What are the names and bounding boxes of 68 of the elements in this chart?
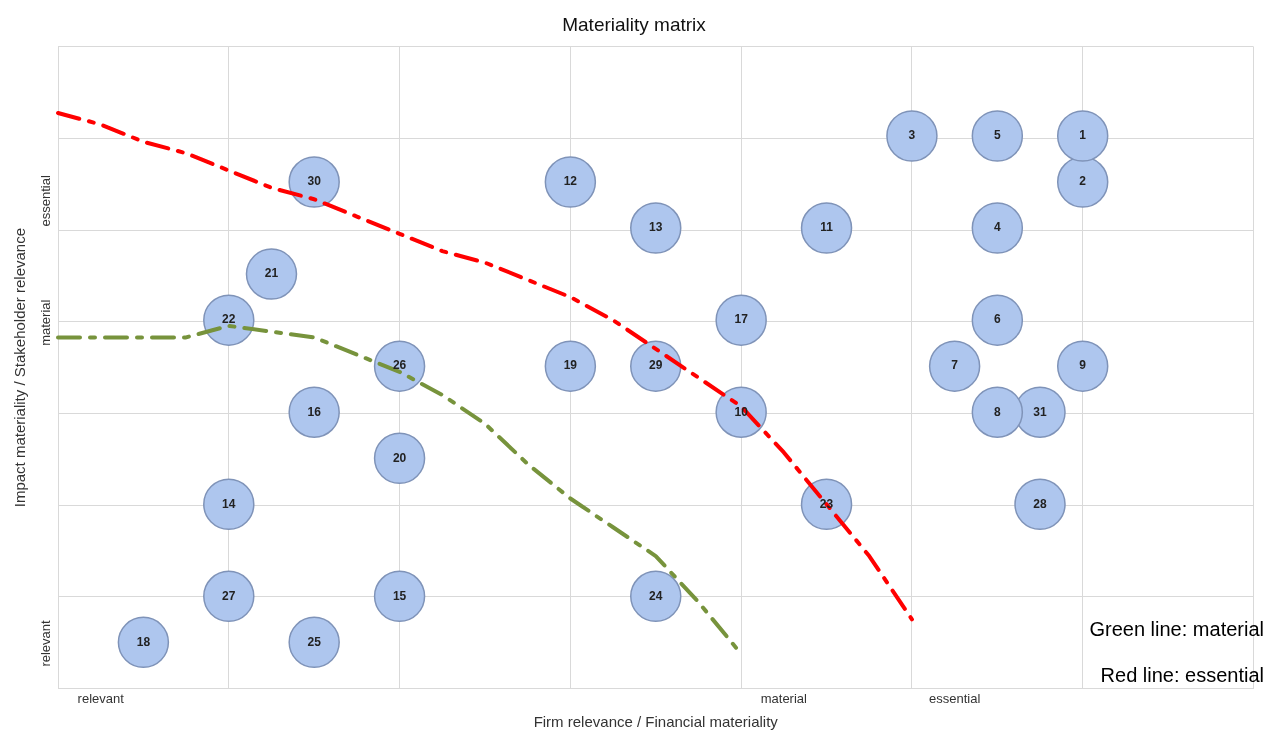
point: [203, 570, 255, 623]
series-label: 18: [136, 634, 151, 649]
series-label: 1: [1079, 128, 1087, 143]
series-label: 23: [819, 496, 834, 511]
point: [630, 202, 682, 254]
point: [1014, 478, 1066, 531]
point: [544, 156, 597, 208]
series-label: 2: [1079, 174, 1087, 189]
series-label: 29: [649, 358, 663, 373]
x-axis-title: Firm relevance / Financial materiality: [533, 713, 779, 731]
series-label: 31: [1033, 404, 1048, 419]
series-label: 12: [563, 174, 578, 189]
point: [373, 432, 426, 484]
series-label: 15: [392, 588, 407, 603]
series-label: 20: [392, 450, 407, 465]
series-label: 9: [1079, 358, 1087, 373]
point: [544, 340, 597, 392]
point: [1056, 340, 1109, 392]
point: [630, 570, 682, 623]
point: [800, 202, 853, 254]
series-label: 28: [1033, 496, 1048, 511]
text: relevant: [37, 619, 53, 667]
point: [117, 616, 170, 669]
series-label: 13: [649, 220, 663, 235]
x-tick-label: relevant: [77, 690, 125, 706]
annotation: Red line: essential: [1100, 663, 1264, 686]
point: [630, 340, 682, 392]
point: [373, 570, 426, 623]
text: material: [37, 299, 53, 346]
point: [971, 294, 1024, 346]
series-label: 26: [392, 358, 407, 373]
series-label: 6: [993, 312, 1001, 327]
series-label: 7: [951, 358, 959, 373]
series-label: 25: [307, 634, 322, 649]
annotation: Green line: material: [1089, 617, 1264, 640]
series-label: 16: [307, 404, 322, 419]
point: [971, 386, 1024, 438]
point: [288, 386, 340, 438]
series-label: 24: [649, 588, 663, 603]
series-label: 21: [264, 266, 279, 281]
text: essential: [37, 175, 53, 227]
point: [971, 202, 1024, 254]
x-tick-label: material: [760, 690, 808, 706]
point: [245, 248, 298, 300]
chart-title: Materiality matrix: [562, 13, 707, 35]
series-label: 17: [734, 312, 749, 327]
series-label: 27: [222, 588, 236, 603]
series-label: 8: [993, 404, 1001, 419]
point: [715, 386, 767, 438]
point: [1056, 110, 1109, 162]
x-tick-label: essential: [928, 690, 981, 706]
point: [928, 340, 981, 392]
point: [715, 294, 767, 346]
series-label: 11: [820, 220, 834, 235]
point: [203, 478, 255, 531]
series-label: 22: [222, 312, 236, 327]
point: [288, 156, 340, 208]
series-label: 14: [222, 496, 236, 511]
series-label: 5: [993, 128, 1001, 143]
point: [288, 616, 340, 669]
point: [971, 110, 1024, 162]
y-axis-title: Impact materiality / Stakeholder relevance: [11, 227, 29, 508]
point: [886, 110, 938, 162]
series-label: 4: [993, 220, 1001, 235]
series-label: 19: [563, 358, 578, 373]
series-label: 3: [908, 128, 916, 143]
series-label: 30: [307, 174, 322, 189]
point: [1056, 156, 1109, 208]
